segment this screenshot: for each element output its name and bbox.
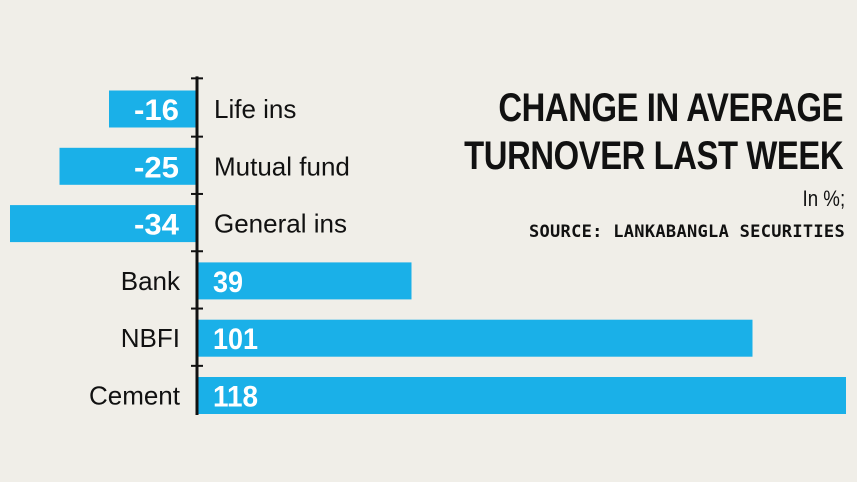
- chart-title: CHANGE IN AVERAGE TURNOVER LAST WEEK: [464, 84, 843, 180]
- title-line-1: CHANGE IN AVERAGE: [498, 86, 843, 130]
- bar-value-life-ins: -16: [134, 94, 179, 127]
- category-label-bank: Bank: [121, 266, 181, 296]
- bar-nbfi: [197, 319, 753, 357]
- category-label-mutual-fund: Mutual fund: [214, 151, 350, 181]
- title-line-2: TURNOVER LAST WEEK: [464, 134, 843, 178]
- bar-general-ins: [10, 205, 197, 243]
- category-label-cement: Cement: [89, 381, 181, 411]
- category-label-nbfi: NBFI: [121, 323, 180, 353]
- bar-value-general-ins: -34: [134, 209, 179, 242]
- bar-life-ins: [109, 90, 197, 128]
- unit-label: In %;: [802, 186, 845, 211]
- bar-cement: [197, 377, 846, 414]
- bar-value-bank: 39: [213, 266, 243, 299]
- category-label-life-ins: Life ins: [214, 94, 296, 124]
- category-label-general-ins: General ins: [214, 209, 347, 239]
- bar-bank: [197, 262, 412, 300]
- bar-value-nbfi: 101: [213, 323, 258, 356]
- bar-value-cement: 118: [213, 381, 258, 414]
- bar-mutual-fund: [59, 147, 197, 185]
- source-label: SOURCE: LANKABANGLA SECURITIES: [528, 222, 845, 242]
- bar-value-mutual-fund: -25: [134, 151, 179, 184]
